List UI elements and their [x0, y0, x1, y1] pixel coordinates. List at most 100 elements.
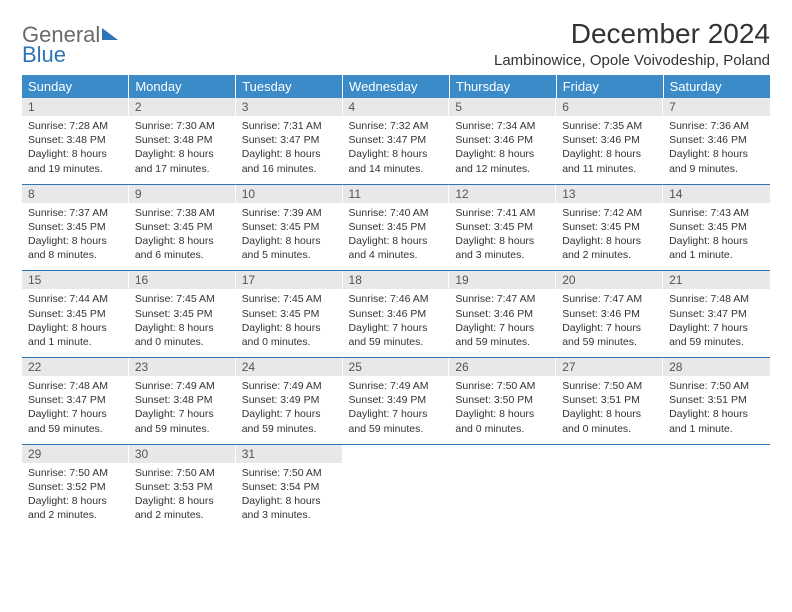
calendar-day-cell: 22Sunrise: 7:48 AMSunset: 3:47 PMDayligh… — [22, 358, 129, 445]
brand-logo: General Blue — [22, 18, 118, 66]
calendar-day-cell: 2Sunrise: 7:30 AMSunset: 3:48 PMDaylight… — [129, 98, 236, 184]
daylight-text: Daylight: 7 hours and 59 minutes. — [562, 321, 657, 349]
day-number: 6 — [556, 98, 663, 116]
calendar-day-cell: 31Sunrise: 7:50 AMSunset: 3:54 PMDayligh… — [236, 444, 343, 530]
sunrise-text: Sunrise: 7:48 AM — [669, 292, 764, 306]
calendar-day-cell — [343, 444, 450, 530]
day-body: Sunrise: 7:39 AMSunset: 3:45 PMDaylight:… — [236, 203, 343, 271]
weekday-header: Sunday — [22, 75, 129, 98]
calendar-day-cell: 16Sunrise: 7:45 AMSunset: 3:45 PMDayligh… — [129, 271, 236, 358]
daylight-text: Daylight: 8 hours and 2 minutes. — [28, 494, 123, 522]
calendar-table: Sunday Monday Tuesday Wednesday Thursday… — [22, 75, 770, 530]
daylight-text: Daylight: 8 hours and 0 minutes. — [562, 407, 657, 435]
sunrise-text: Sunrise: 7:30 AM — [135, 119, 230, 133]
sunrise-text: Sunrise: 7:41 AM — [455, 206, 550, 220]
calendar-day-cell: 7Sunrise: 7:36 AMSunset: 3:46 PMDaylight… — [663, 98, 770, 184]
sunset-text: Sunset: 3:51 PM — [669, 393, 764, 407]
sunset-text: Sunset: 3:46 PM — [562, 307, 657, 321]
sunrise-text: Sunrise: 7:49 AM — [242, 379, 337, 393]
daylight-text: Daylight: 8 hours and 9 minutes. — [669, 147, 764, 175]
calendar-day-cell: 6Sunrise: 7:35 AMSunset: 3:46 PMDaylight… — [556, 98, 663, 184]
sunset-text: Sunset: 3:45 PM — [242, 220, 337, 234]
calendar-day-cell: 8Sunrise: 7:37 AMSunset: 3:45 PMDaylight… — [22, 184, 129, 271]
sunset-text: Sunset: 3:47 PM — [28, 393, 123, 407]
day-body: Sunrise: 7:38 AMSunset: 3:45 PMDaylight:… — [129, 203, 236, 271]
weekday-header: Tuesday — [236, 75, 343, 98]
sunrise-text: Sunrise: 7:50 AM — [242, 466, 337, 480]
daylight-text: Daylight: 7 hours and 59 minutes. — [455, 321, 550, 349]
day-body: Sunrise: 7:49 AMSunset: 3:49 PMDaylight:… — [343, 376, 450, 444]
sunset-text: Sunset: 3:45 PM — [349, 220, 444, 234]
day-body: Sunrise: 7:37 AMSunset: 3:45 PMDaylight:… — [22, 203, 129, 271]
weekday-header: Thursday — [449, 75, 556, 98]
day-body: Sunrise: 7:42 AMSunset: 3:45 PMDaylight:… — [556, 203, 663, 271]
daylight-text: Daylight: 8 hours and 12 minutes. — [455, 147, 550, 175]
sunset-text: Sunset: 3:46 PM — [562, 133, 657, 147]
calendar-day-cell: 1Sunrise: 7:28 AMSunset: 3:48 PMDaylight… — [22, 98, 129, 184]
sunset-text: Sunset: 3:45 PM — [455, 220, 550, 234]
sunset-text: Sunset: 3:49 PM — [242, 393, 337, 407]
sunset-text: Sunset: 3:46 PM — [669, 133, 764, 147]
day-number: 15 — [22, 271, 129, 289]
calendar-day-cell: 18Sunrise: 7:46 AMSunset: 3:46 PMDayligh… — [343, 271, 450, 358]
day-body: Sunrise: 7:49 AMSunset: 3:49 PMDaylight:… — [236, 376, 343, 444]
daylight-text: Daylight: 8 hours and 2 minutes. — [562, 234, 657, 262]
calendar-week-row: 15 Sunrise: 7:44 AM Sunset: 3:45 PM Dayligh… — [22, 271, 770, 358]
day-body: Sunrise: 7:48 AMSunset: 3:47 PMDaylight:… — [663, 289, 770, 357]
day-body — [556, 449, 663, 509]
day-number: 4 — [343, 98, 450, 116]
day-body — [449, 449, 556, 509]
day-body: Sunrise: 7:47 AMSunset: 3:46 PMDaylight:… — [556, 289, 663, 357]
calendar-day-cell: 27Sunrise: 7:50 AMSunset: 3:51 PMDayligh… — [556, 358, 663, 445]
calendar-day-cell: 23Sunrise: 7:49 AMSunset: 3:48 PMDayligh… — [129, 358, 236, 445]
month-title: December 2024 — [494, 18, 770, 50]
calendar-week-row: 8Sunrise: 7:37 AMSunset: 3:45 PMDaylight… — [22, 184, 770, 271]
calendar-week-row: 1Sunrise: 7:28 AMSunset: 3:48 PMDaylight… — [22, 98, 770, 184]
daylight-text: Daylight: 8 hours and 14 minutes. — [349, 147, 444, 175]
brand-line2: Blue — [22, 44, 118, 66]
day-number: 12 — [449, 185, 556, 203]
day-body: Sunrise: 7:47 AMSunset: 3:46 PMDaylight:… — [449, 289, 556, 357]
day-body: Sunrise: 7:40 AMSunset: 3:45 PMDaylight:… — [343, 203, 450, 271]
calendar-day-cell: 4Sunrise: 7:32 AMSunset: 3:47 PMDaylight… — [343, 98, 450, 184]
calendar-day-cell: 28Sunrise: 7:50 AMSunset: 3:51 PMDayligh… — [663, 358, 770, 445]
sunrise-text: Sunrise: 7:43 AM — [669, 206, 764, 220]
brand-sail-icon — [102, 28, 118, 40]
sunset-text: Sunset: 3:45 PM — [669, 220, 764, 234]
daylight-text: Daylight: 8 hours and 0 minutes. — [455, 407, 550, 435]
day-body: Sunrise: 7:43 AMSunset: 3:45 PMDaylight:… — [663, 203, 770, 271]
day-body: Sunrise: 7:50 AMSunset: 3:50 PMDaylight:… — [449, 376, 556, 444]
day-body — [343, 449, 450, 509]
sunrise-text: Sunrise: 7:38 AM — [135, 206, 230, 220]
day-body: Sunrise: 7:50 AMSunset: 3:51 PMDaylight:… — [663, 376, 770, 444]
sunrise-text: Sunrise: 7:50 AM — [28, 466, 123, 480]
sunrise-text: Sunrise: 7:39 AM — [242, 206, 337, 220]
sunrise-text: Sunrise: 7:44 AM — [28, 292, 123, 306]
sunset-text: Sunset: 3:53 PM — [135, 480, 230, 494]
sunset-text: Sunset: 3:45 PM — [28, 220, 123, 234]
title-block: December 2024 Lambinowice, Opole Voivode… — [494, 18, 770, 69]
day-number: 5 — [449, 98, 556, 116]
calendar-day-cell: 14Sunrise: 7:43 AMSunset: 3:45 PMDayligh… — [663, 184, 770, 271]
sunset-text: Sunset: 3:47 PM — [242, 133, 337, 147]
calendar-page: General Blue December 2024 Lambinowice, … — [0, 0, 792, 548]
calendar-day-cell: 11Sunrise: 7:40 AMSunset: 3:45 PMDayligh… — [343, 184, 450, 271]
day-body: Sunrise: 7:28 AMSunset: 3:48 PMDaylight:… — [22, 116, 129, 184]
calendar-day-cell — [556, 444, 663, 530]
daylight-text: Daylight: 7 hours and 59 minutes. — [242, 407, 337, 435]
sunrise-text: Sunrise: 7:31 AM — [242, 119, 337, 133]
day-number: 9 — [129, 185, 236, 203]
calendar-day-cell: 21Sunrise: 7:48 AMSunset: 3:47 PMDayligh… — [663, 271, 770, 358]
sunset-text: Sunset: 3:47 PM — [669, 307, 764, 321]
day-body — [663, 449, 770, 509]
day-number: 30 — [129, 445, 236, 463]
sunset-text: Sunset: 3:45 PM — [242, 307, 337, 321]
calendar-day-cell: 24Sunrise: 7:49 AMSunset: 3:49 PMDayligh… — [236, 358, 343, 445]
sunrise-text: Sunrise: 7:28 AM — [28, 119, 123, 133]
day-number: 24 — [236, 358, 343, 376]
sunset-text: Sunset: 3:46 PM — [455, 133, 550, 147]
day-body: Sunrise: 7:34 AMSunset: 3:46 PMDaylight:… — [449, 116, 556, 184]
sunrise-text: Sunrise: 7:35 AM — [562, 119, 657, 133]
day-number: 31 — [236, 445, 343, 463]
weekday-header: Monday — [129, 75, 236, 98]
